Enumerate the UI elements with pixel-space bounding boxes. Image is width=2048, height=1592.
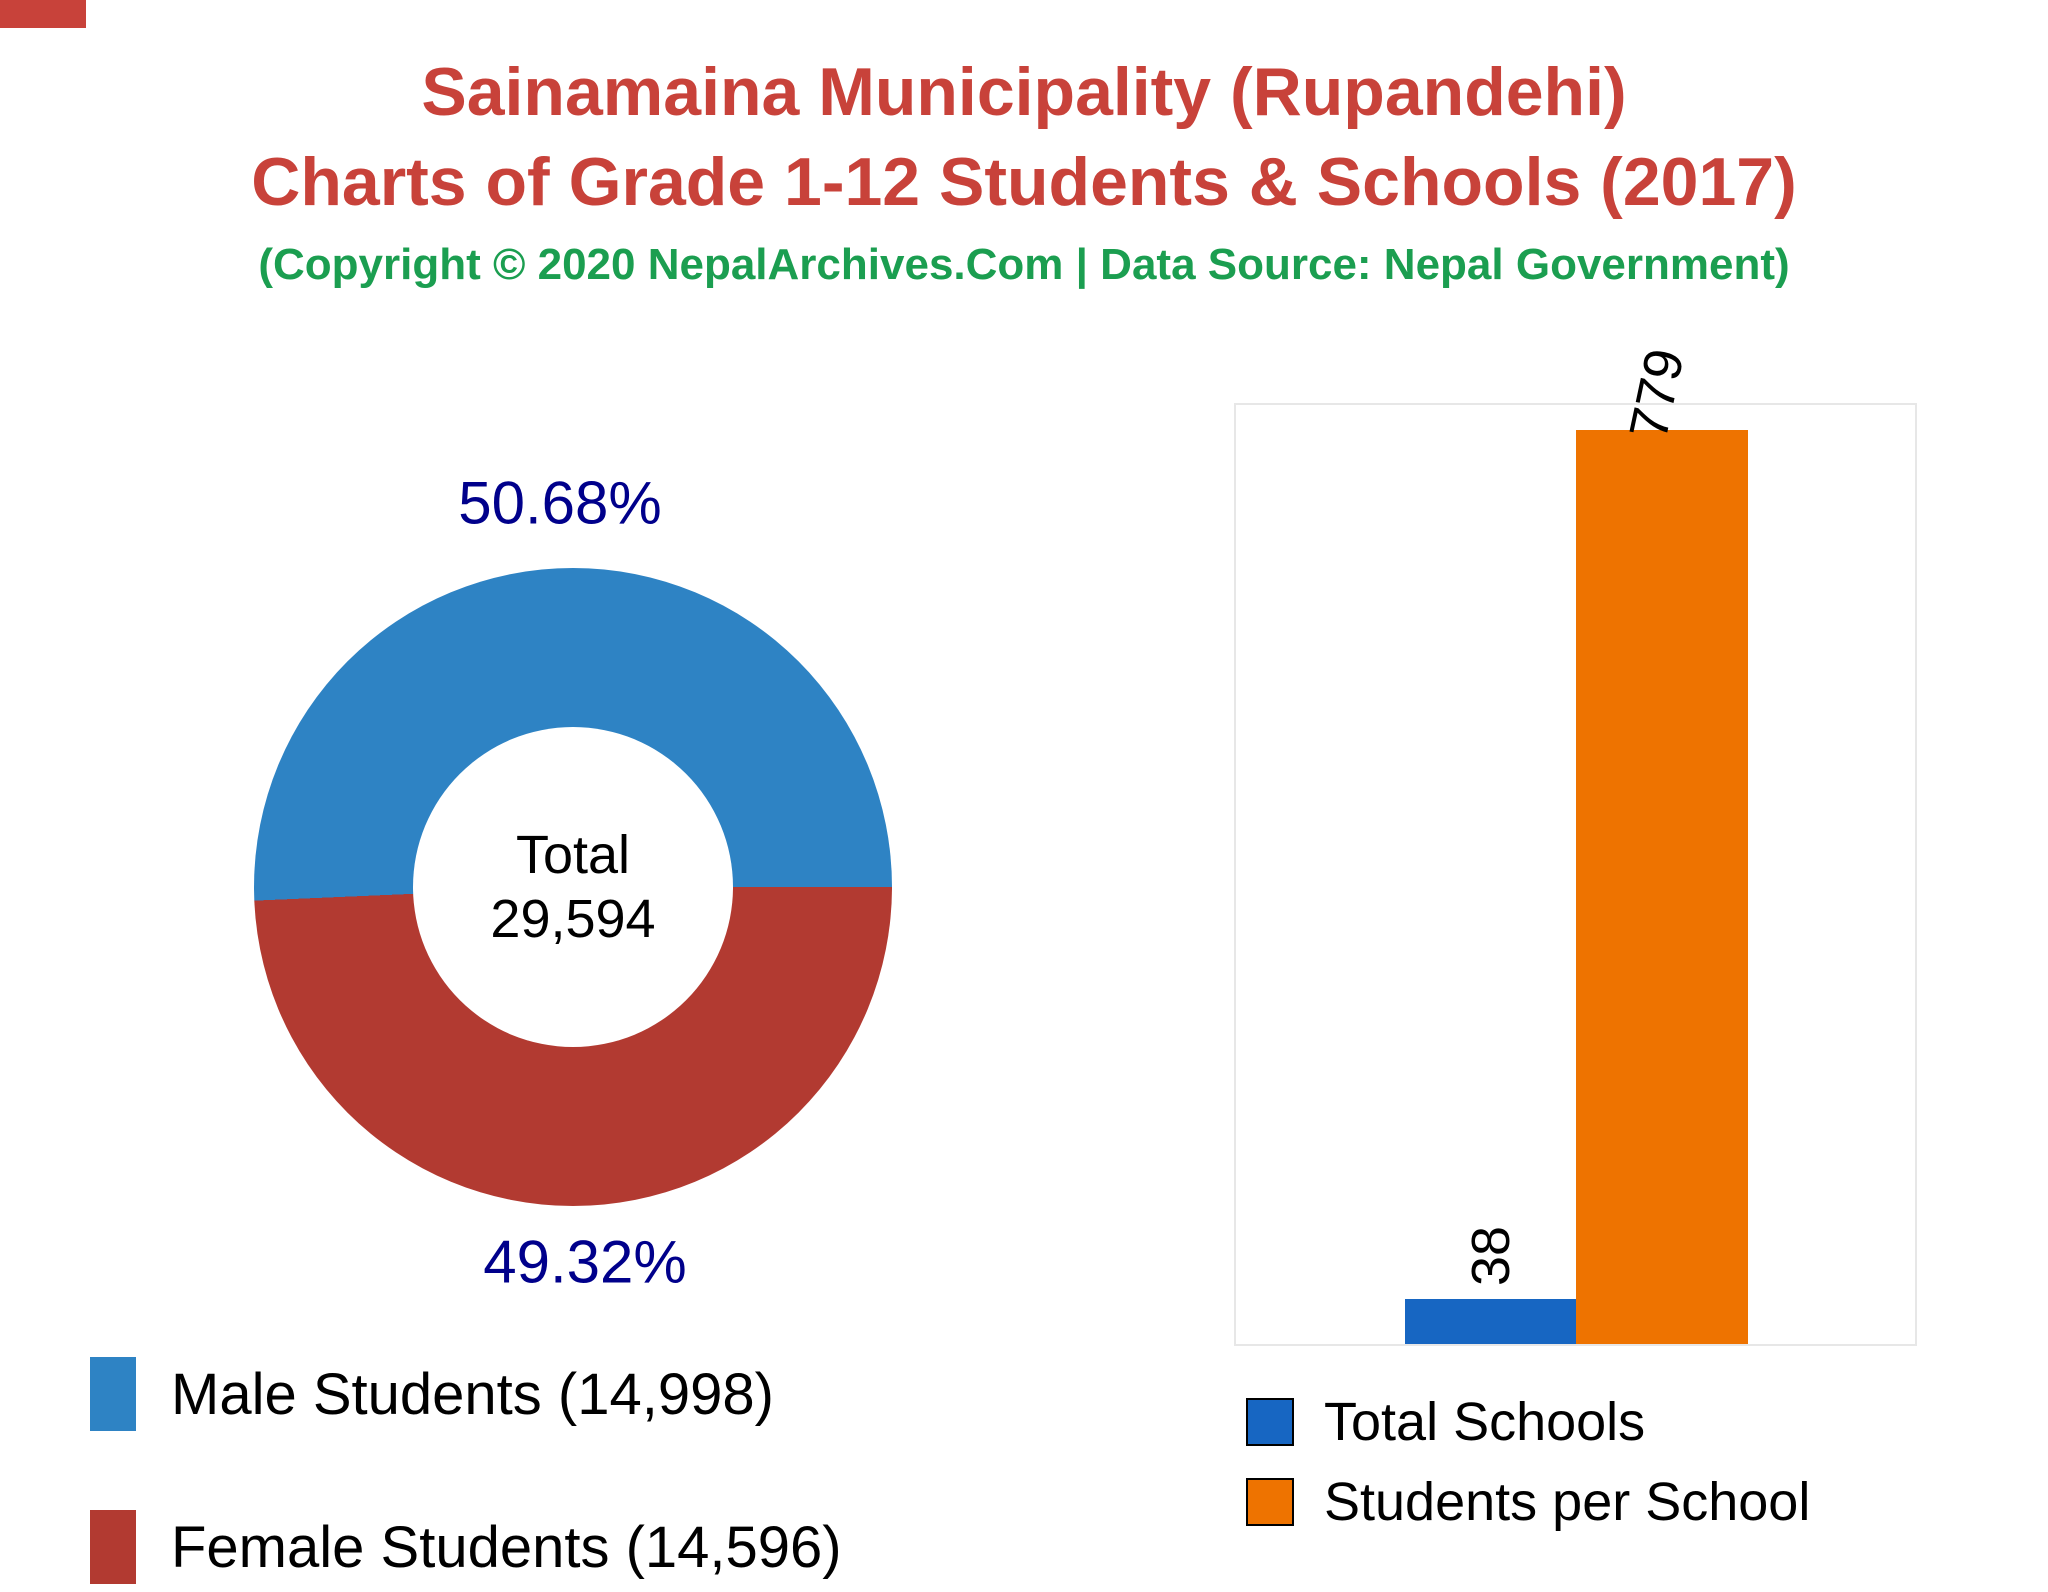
bar-legend-swatch-students: [1246, 1478, 1294, 1526]
bar-total-schools: [1405, 1299, 1576, 1344]
pie-legend-swatch-female: [90, 1510, 136, 1584]
page-title-line1: Sainamaina Municipality (Rupandehi): [421, 54, 1627, 130]
bar-legend-item-students[interactable]: Students per School: [1246, 1472, 1810, 1532]
donut-hole: Total 29,594: [413, 727, 733, 1047]
bar-legend-label-students: Students per School: [1324, 1472, 1811, 1532]
pie-legend-item-female[interactable]: Female Students (14,596): [90, 1510, 842, 1584]
pie-percent-label-male: 50.68%: [458, 469, 662, 537]
page-subtitle: (Copyright © 2020 NepalArchives.Com | Da…: [258, 240, 1790, 289]
pie-percent-label-female: 49.32%: [483, 1228, 687, 1296]
donut-chart: Total 29,594: [254, 568, 892, 1206]
pie-legend-swatch-male: [90, 1357, 136, 1431]
bar-legend-item-schools[interactable]: Total Schools: [1246, 1392, 1645, 1452]
donut-center-title: Total: [515, 825, 631, 885]
bar-chart-plot-area: [1234, 403, 1917, 1346]
pie-legend-label-female: Female Students (14,596): [171, 1514, 842, 1580]
pie-legend-item-male[interactable]: Male Students (14,998): [90, 1357, 774, 1431]
bar-students-per-school: [1576, 430, 1748, 1344]
pie-legend-label-male: Male Students (14,998): [171, 1361, 774, 1427]
page-title-line2: Charts of Grade 1-12 Students & Schools …: [251, 144, 1797, 220]
bar-value-label-schools: 38: [1461, 1225, 1521, 1287]
corner-artifact: [0, 0, 86, 28]
donut-center-total: 29,594: [490, 889, 656, 949]
bar-legend-label-schools: Total Schools: [1324, 1392, 1646, 1452]
bar-legend-swatch-schools: [1246, 1398, 1294, 1446]
